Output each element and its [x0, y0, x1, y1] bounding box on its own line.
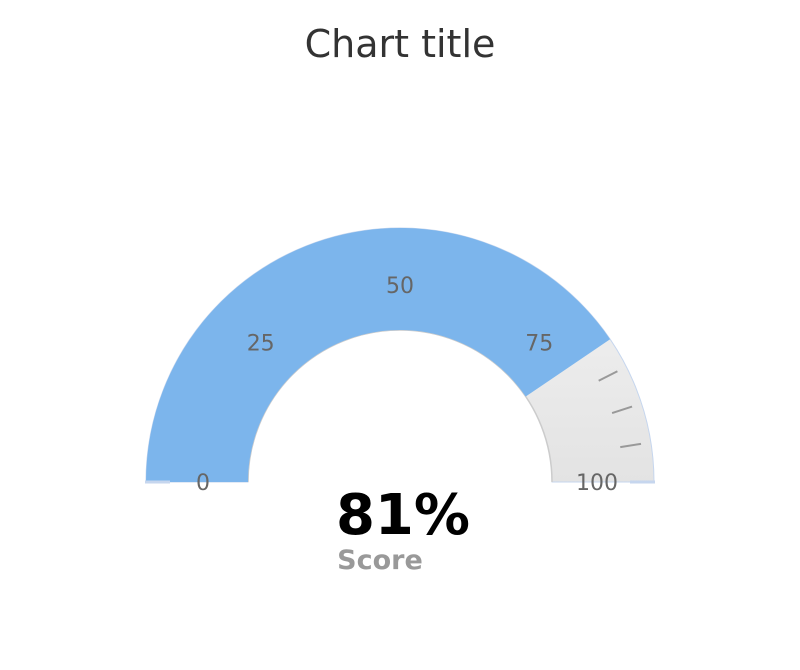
tick-label-100: 100 — [576, 471, 618, 496]
gauge-pane — [145, 227, 655, 484]
minor-tick-95 — [620, 442, 642, 449]
minor-ticks — [598, 370, 642, 449]
gauge-series-label: Score — [337, 545, 423, 576]
gauge-inner-border — [247, 329, 553, 483]
tick-label-25: 25 — [247, 332, 275, 357]
minor-tick-90 — [611, 405, 633, 415]
tick-labels: 0 25 50 75 100 — [196, 274, 618, 496]
tick-label-75: 75 — [525, 332, 553, 357]
gauge-value-band — [146, 227, 611, 482]
tick-label-50: 50 — [386, 274, 414, 299]
gauge-value-label: 81% — [336, 483, 470, 548]
chart-title: Chart title — [305, 22, 496, 66]
tick-label-0: 0 — [196, 471, 210, 496]
minor-tick-85 — [598, 370, 618, 382]
